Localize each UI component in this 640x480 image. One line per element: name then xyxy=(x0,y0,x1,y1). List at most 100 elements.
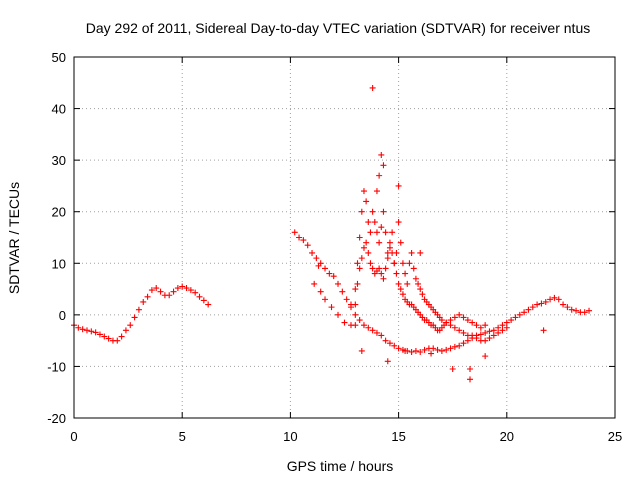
data-point xyxy=(309,249,316,256)
data-point xyxy=(205,301,212,308)
data-point xyxy=(386,244,393,251)
data-point xyxy=(443,346,450,353)
data-point xyxy=(354,260,361,267)
data-point xyxy=(380,208,387,215)
data-point xyxy=(315,262,322,269)
data-point xyxy=(144,293,151,300)
data-point xyxy=(384,358,391,365)
data-point xyxy=(516,311,523,318)
data-point xyxy=(434,346,441,353)
data-point xyxy=(369,327,376,334)
data-point xyxy=(114,337,121,344)
data-point xyxy=(384,249,391,256)
data-point xyxy=(586,307,593,314)
data-point xyxy=(96,331,103,338)
x-tick-label: 25 xyxy=(608,429,622,444)
data-point xyxy=(166,292,173,299)
data-point xyxy=(170,288,177,295)
data-point xyxy=(581,309,588,316)
y-tick-label: 30 xyxy=(52,153,66,168)
data-point xyxy=(490,332,497,339)
data-point xyxy=(330,273,337,280)
data-point xyxy=(404,280,411,287)
data-point xyxy=(365,249,372,256)
data-point xyxy=(304,242,311,249)
data-point xyxy=(358,255,365,262)
data-point xyxy=(417,286,424,293)
data-point xyxy=(482,337,489,344)
data-point xyxy=(335,311,342,318)
data-point xyxy=(317,288,324,295)
data-point xyxy=(391,260,398,267)
data-point xyxy=(369,208,376,215)
data-point xyxy=(482,329,489,336)
data-point xyxy=(363,239,370,246)
data-point xyxy=(460,314,467,321)
data-point xyxy=(356,265,363,272)
data-point xyxy=(371,219,378,226)
data-point xyxy=(467,376,474,383)
data-point xyxy=(157,288,164,295)
data-point xyxy=(508,317,515,324)
data-point xyxy=(101,333,108,340)
y-tick-label: 50 xyxy=(52,50,66,65)
data-point xyxy=(395,280,402,287)
data-point xyxy=(438,347,445,354)
data-point xyxy=(75,324,82,331)
y-tick-label: 40 xyxy=(52,102,66,117)
data-point xyxy=(482,353,489,360)
data-point xyxy=(335,280,342,287)
data-point xyxy=(395,219,402,226)
data-point xyxy=(122,327,129,334)
data-point xyxy=(415,280,422,287)
x-tick-label: 20 xyxy=(500,429,514,444)
y-tick-label: -20 xyxy=(47,411,66,426)
data-point xyxy=(105,335,112,342)
data-point xyxy=(525,306,532,313)
data-point xyxy=(135,306,142,313)
data-point xyxy=(568,306,575,313)
data-point xyxy=(412,275,419,282)
data-point xyxy=(464,337,471,344)
x-tick-label: 15 xyxy=(391,429,405,444)
data-point xyxy=(482,322,489,329)
data-point xyxy=(421,346,428,353)
data-point xyxy=(192,289,199,296)
data-point xyxy=(402,347,409,354)
data-point xyxy=(410,265,417,272)
y-tick-label: 0 xyxy=(59,308,66,323)
data-point xyxy=(467,366,474,373)
data-point xyxy=(313,255,320,262)
data-point xyxy=(521,309,528,316)
data-point xyxy=(542,298,549,305)
data-point xyxy=(358,208,365,215)
data-point xyxy=(503,319,510,326)
data-point xyxy=(322,265,329,272)
data-point xyxy=(174,285,181,292)
data-point xyxy=(79,326,86,333)
y-axis-label: SDTVAR / TECUs xyxy=(6,182,22,294)
data-point xyxy=(412,347,419,354)
data-point xyxy=(360,322,367,329)
data-point xyxy=(402,270,409,277)
data-point xyxy=(127,322,134,329)
data-point xyxy=(378,332,385,339)
data-point xyxy=(391,342,398,349)
data-point xyxy=(148,287,155,294)
data-point xyxy=(456,327,463,334)
data-point xyxy=(347,301,354,308)
data-point xyxy=(365,219,372,226)
data-point xyxy=(360,188,367,195)
data-point xyxy=(140,298,147,305)
data-point xyxy=(354,280,361,287)
data-point xyxy=(369,265,376,272)
data-point xyxy=(503,324,510,331)
data-point xyxy=(376,239,383,246)
data-point xyxy=(419,291,426,298)
data-point xyxy=(378,151,385,158)
data-point xyxy=(384,255,391,262)
data-point xyxy=(551,294,558,301)
data-point xyxy=(460,329,467,336)
data-point xyxy=(311,280,318,287)
